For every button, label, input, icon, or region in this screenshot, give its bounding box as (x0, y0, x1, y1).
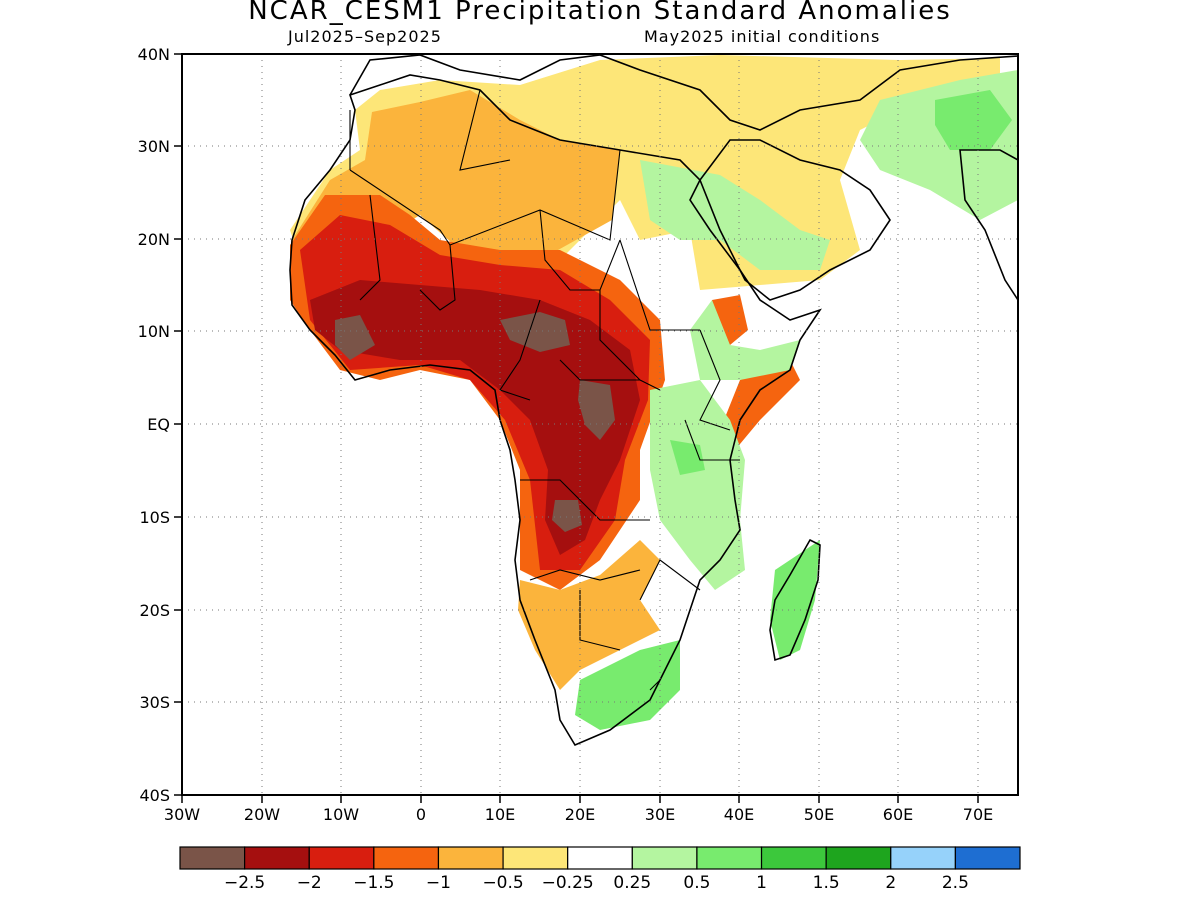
india-coastline (959, 149, 1018, 302)
colorbar-swatch (373, 846, 440, 870)
y-tick-label: EQ (147, 415, 170, 434)
colorbar-label: −1 (426, 873, 451, 893)
y-axis-labels: 40N 30N 20N 10N EQ 10S 20S 30S 40S (138, 45, 170, 805)
colorbar-label: −1.5 (353, 873, 394, 893)
europe-coastline (349, 54, 1018, 131)
y-tick-label: 10S (139, 508, 170, 527)
colorbar-label: −2.5 (224, 873, 265, 893)
anomaly-region-wet-ethiopia-highlands (690, 300, 800, 380)
anomaly-region-dry-2 (310, 280, 640, 555)
colorbar-label: −0.5 (482, 873, 523, 893)
arabia-coastline (699, 139, 891, 301)
y-tick-label: 20S (139, 601, 170, 620)
x-tick-label: 30E (645, 805, 675, 824)
colorbar-label: 0.5 (683, 873, 710, 893)
anomaly-region-dry-2-5d (552, 500, 582, 532)
valid-period: Jul2025–Sep2025 (288, 27, 442, 46)
colorbar-swatch (567, 846, 633, 870)
anomaly-region-wet-south (575, 640, 680, 730)
anomaly-region-dry-2-5a (335, 315, 375, 360)
anomaly-region-dry-2-5b (500, 312, 570, 352)
colorbar-label: −2 (297, 873, 322, 893)
x-tick-label: 0 (416, 805, 426, 824)
lat-lon-grid (182, 54, 1018, 795)
colorbar (179, 846, 1021, 870)
y-tick-label: 40N (138, 45, 170, 64)
x-tick-label: 20E (565, 805, 595, 824)
x-tick-label: 50E (804, 805, 834, 824)
colorbar-label: −0.25 (542, 873, 594, 893)
coastlines (289, 54, 1018, 747)
colorbar-swatch (954, 846, 1021, 870)
colorbar-swatch (890, 846, 956, 870)
x-tick-label: 60E (883, 805, 913, 824)
x-tick-label: 10W (323, 805, 359, 824)
anomaly-region-dry-2-5c (578, 380, 615, 440)
colorbar-swatch (760, 846, 827, 870)
anomaly-region-wet-madagascar (770, 540, 820, 660)
colorbar-swatch (437, 846, 504, 870)
colorbar-swatch (179, 846, 246, 870)
colorbar-swatch (502, 846, 569, 870)
x-tick-label: 70E (963, 805, 993, 824)
colorbar-label: 0.25 (613, 873, 651, 893)
colorbar-label: 2 (885, 873, 896, 893)
colorbar-swatch (696, 846, 763, 870)
colorbar-labels: −2.5 −2 −1.5 −1 −0.5 −0.25 0.25 0.5 1 1.5 2 2.5 (224, 873, 969, 893)
colorbar-swatch (244, 846, 310, 870)
x-tick-label: 20W (244, 805, 280, 824)
y-tick-label: 20N (138, 230, 170, 249)
x-axis-labels: 30W 20W 10W 0 10E 20E 30E 40E 50E 60E 70… (164, 805, 993, 824)
axis-ticks (174, 53, 979, 803)
colorbar-swatch (308, 846, 375, 870)
country-borders (349, 89, 740, 701)
anomaly-region-dry-east (720, 360, 800, 450)
colorbar-swatch (631, 846, 698, 870)
initial-conditions: May2025 initial conditions (644, 27, 881, 46)
x-tick-label: 10E (485, 805, 515, 824)
anomaly-region-dry-south (518, 540, 660, 690)
anomaly-region-wet-arabia (640, 160, 830, 270)
y-tick-label: 10N (138, 322, 170, 341)
y-tick-label: 40S (139, 786, 170, 805)
map-title: NCAR_CESM1 Precipitation Standard Anomal… (248, 0, 952, 26)
y-tick-label: 30S (139, 693, 170, 712)
colorbar-swatch (825, 846, 892, 870)
colorbar-label: 2.5 (942, 873, 969, 893)
anomaly-region-wet-asia-core (935, 90, 1012, 150)
anomaly-region-wet-east-africa (650, 380, 745, 590)
y-tick-label: 30N (138, 137, 170, 156)
colorbar-label: 1.5 (813, 873, 840, 893)
x-tick-label: 40E (724, 805, 754, 824)
colorbar-label: 1 (756, 873, 767, 893)
anomaly-field (290, 55, 1018, 730)
x-tick-label: 30W (164, 805, 200, 824)
madagascar-coastline (769, 538, 821, 662)
